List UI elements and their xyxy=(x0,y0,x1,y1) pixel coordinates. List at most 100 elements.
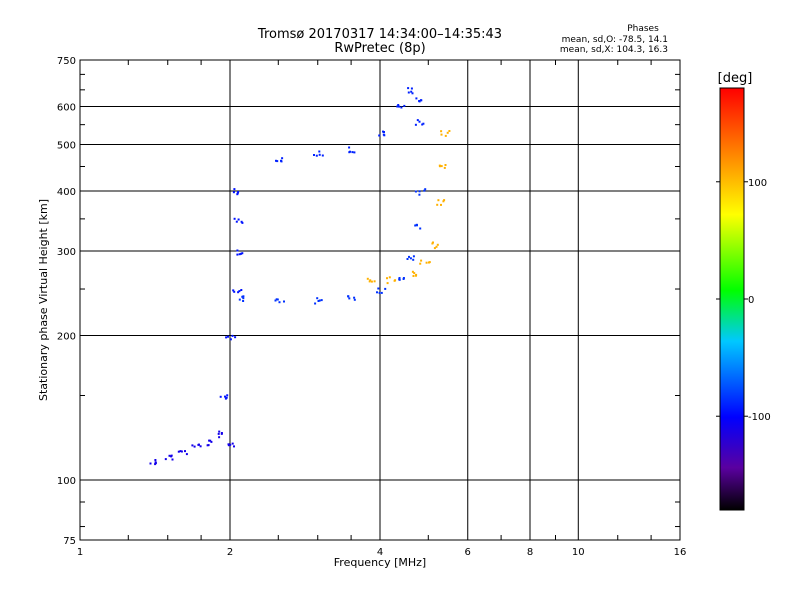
colorbar xyxy=(719,87,745,511)
scatter-point xyxy=(351,151,354,154)
scatter-point xyxy=(373,280,376,283)
scatter-point xyxy=(423,189,426,192)
scatter-point xyxy=(208,439,211,442)
scatter-point xyxy=(353,298,356,301)
scatter-point xyxy=(171,458,174,461)
scatter-point xyxy=(229,338,232,341)
scatter-point xyxy=(164,458,167,461)
scatter-point xyxy=(313,154,315,156)
scatter-point xyxy=(241,221,244,224)
x-tick-label: 6 xyxy=(465,547,471,558)
scatter-point xyxy=(416,119,419,122)
x-tick-label: 1 xyxy=(77,547,83,558)
scatter-point xyxy=(409,257,412,260)
scatter-point xyxy=(227,335,229,338)
scatter-point xyxy=(406,258,409,260)
scatter-point xyxy=(149,462,152,465)
scatter-point xyxy=(318,153,321,156)
scatter-point xyxy=(369,279,372,282)
scatter-point xyxy=(225,396,228,399)
scatter-point xyxy=(414,190,417,193)
scatter-point xyxy=(315,154,318,157)
scatter-point xyxy=(238,290,241,293)
scatter-point xyxy=(275,298,278,301)
scatter-point xyxy=(242,295,245,298)
scatter-point xyxy=(238,253,241,256)
scatter-point xyxy=(393,279,396,282)
scatter-point xyxy=(415,97,418,100)
scatter-point xyxy=(448,130,451,132)
scatter-point xyxy=(218,430,221,433)
scatter-point xyxy=(411,270,414,273)
scatter-point xyxy=(410,87,413,90)
scatter-point xyxy=(225,336,228,339)
scatter-point xyxy=(403,104,406,107)
scatter-point xyxy=(226,394,229,397)
scatter-point xyxy=(446,131,449,134)
scatter-point xyxy=(229,443,232,446)
scatter-point xyxy=(199,445,202,448)
scatter-point xyxy=(378,134,381,137)
scatter-point xyxy=(274,299,277,302)
chart-title: Tromsø 20170317 14:34:00–14:35:43 xyxy=(257,27,502,42)
scatter-point xyxy=(407,87,410,90)
x-tick-label: 2 xyxy=(227,547,233,558)
legend-title: Phases xyxy=(627,24,659,34)
scatter-point xyxy=(191,444,194,447)
scatter-point xyxy=(348,297,351,300)
scatter-point xyxy=(231,442,234,445)
colorbar-ticks: 100 0 -100 xyxy=(716,178,771,423)
scatter-point xyxy=(424,188,427,191)
scatter-point xyxy=(421,123,424,126)
scatter-point xyxy=(236,192,239,195)
scatter-point xyxy=(179,450,182,453)
scatter-point xyxy=(378,291,381,294)
scatter-point xyxy=(377,287,380,290)
scatter-point xyxy=(418,193,421,196)
scatter-point xyxy=(437,199,440,202)
scatter-point xyxy=(382,130,384,133)
scatter-point xyxy=(240,220,243,223)
scatter-point xyxy=(435,245,438,248)
x-tick-label: 16 xyxy=(674,547,687,558)
scatter-point xyxy=(219,395,222,398)
scatter-point xyxy=(380,291,383,294)
scatter-point xyxy=(193,445,196,448)
scatter-point xyxy=(418,100,421,102)
scatter-point xyxy=(275,159,277,162)
scatter-point xyxy=(419,262,422,265)
scatter-point xyxy=(366,277,369,280)
scatter-point xyxy=(412,258,415,261)
y-tick-label: 750 xyxy=(57,56,76,67)
scatter-point xyxy=(185,453,188,456)
scatter-point xyxy=(218,436,221,439)
scatter-point xyxy=(232,191,235,194)
scatter-point xyxy=(235,220,238,223)
scatter-point xyxy=(240,252,243,255)
y-axis-label: Stationary phase Virtual Height [km] xyxy=(37,199,50,401)
scatter-point xyxy=(240,289,243,291)
scatter-point xyxy=(233,445,235,448)
scatter-point xyxy=(400,106,403,109)
scatter-point xyxy=(237,218,240,221)
scatter-point xyxy=(428,261,431,264)
scatter-point xyxy=(154,462,157,465)
data-points xyxy=(149,87,451,466)
scatter-point xyxy=(210,440,213,443)
scatter-point xyxy=(238,298,241,301)
scatter-point xyxy=(414,123,417,126)
grid xyxy=(80,60,680,540)
scatter-point xyxy=(419,227,422,230)
scatter-point xyxy=(431,242,434,245)
scatter-point xyxy=(242,300,245,302)
scatter-point xyxy=(217,432,220,435)
scatter-point xyxy=(168,454,171,457)
scatter-point xyxy=(197,443,200,446)
scatter-point xyxy=(383,134,386,137)
scatter-point xyxy=(397,104,400,106)
y-tick-label: 500 xyxy=(57,141,76,152)
scatter-point xyxy=(416,224,418,227)
scatter-point xyxy=(396,105,399,108)
scatter-point xyxy=(440,203,442,206)
y-tick-label: 200 xyxy=(57,332,76,343)
